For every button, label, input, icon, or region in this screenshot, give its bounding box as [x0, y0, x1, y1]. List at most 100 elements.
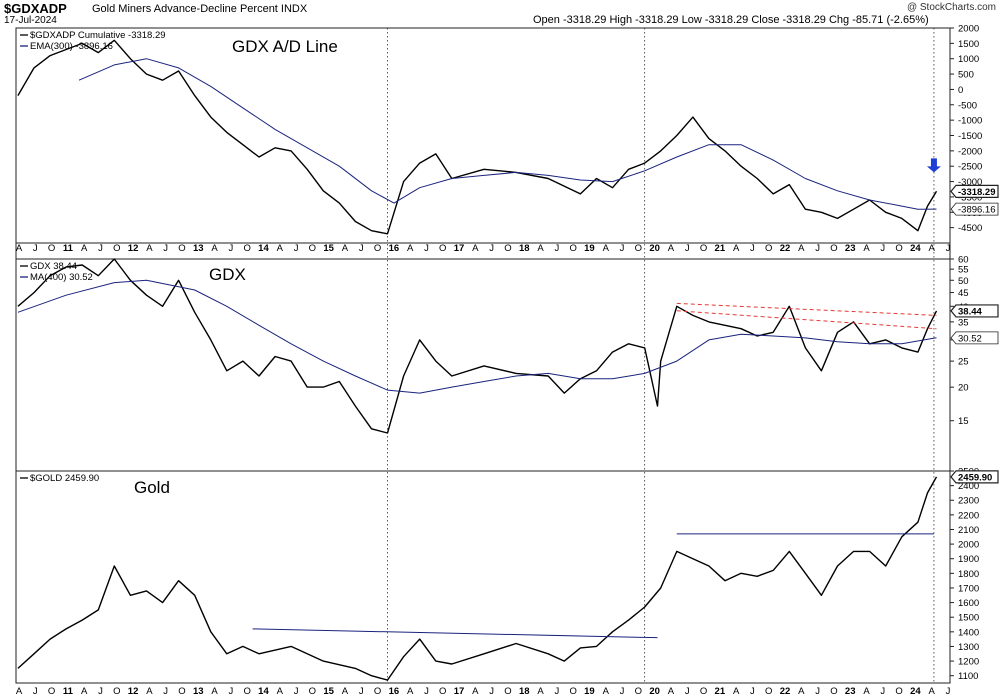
x-tick-label: 12	[128, 243, 139, 254]
x-tick-label: A	[472, 686, 479, 697]
x-tick-label: O	[700, 686, 707, 697]
x-tick-label: J	[489, 243, 494, 254]
x-tick-label: J	[98, 686, 103, 697]
y-tick-label: 1500	[958, 613, 979, 624]
x-tick-label: A	[407, 243, 414, 254]
y-tick-label: -3000	[958, 177, 982, 188]
x-tick-label: O	[374, 686, 381, 697]
chart-symbol: $GDXADP	[4, 1, 67, 16]
y-tick-label: 1500	[958, 39, 979, 50]
x-tick-label: J	[685, 686, 690, 697]
y-tick-label: -2500	[958, 162, 982, 173]
x-tick-label: O	[830, 243, 837, 254]
x-tick-label: J	[620, 243, 625, 254]
x-tick-label: O	[504, 243, 511, 254]
x-tick-label: A	[537, 686, 544, 697]
x-tick-label: 12	[128, 686, 139, 697]
x-tick-label: J	[229, 243, 234, 254]
x-tick-label: 20	[649, 243, 660, 254]
y-tick-label: 1000	[958, 54, 979, 65]
x-tick-label: 16	[389, 243, 400, 254]
x-tick-label: J	[33, 243, 38, 254]
last-price-tag: 38.44	[950, 304, 999, 318]
x-tick-label: J	[946, 686, 951, 697]
x-tick-label: J	[98, 243, 103, 254]
x-tick-label: 20	[649, 686, 660, 697]
y-tick-label: 50	[958, 276, 969, 287]
x-tick-label: 13	[193, 243, 204, 254]
x-tick-label: O	[504, 686, 511, 697]
x-tick-label: A	[16, 243, 23, 254]
x-tick-label: 17	[454, 686, 465, 697]
tag-box	[950, 470, 999, 484]
price-line	[17, 258, 938, 434]
x-tick-label: O	[765, 686, 772, 697]
x-tick-label: J	[163, 243, 168, 254]
y-tick-label: 1400	[958, 627, 979, 638]
legend-entry: $GDXADP Cumulative -3318.29	[30, 30, 166, 41]
x-tick-label: 11	[63, 243, 74, 254]
x-tick-label: 21	[715, 243, 726, 254]
x-tick-label: J	[163, 686, 168, 697]
y-tick-label: 20	[958, 383, 969, 394]
x-tick-label: O	[700, 243, 707, 254]
x-tick-label: J	[424, 686, 429, 697]
x-tick-label: J	[229, 686, 234, 697]
y-tick-label: 1900	[958, 554, 979, 565]
x-tick-label: A	[603, 243, 610, 254]
x-tick-label: O	[439, 243, 446, 254]
y-tick-label: -500	[958, 100, 977, 111]
y-tick-label: -2000	[958, 146, 982, 157]
x-tick-label: O	[635, 243, 642, 254]
x-tick-label: O	[178, 686, 185, 697]
y-tick-label: -1000	[958, 116, 982, 127]
support-trendline	[252, 628, 658, 639]
legend-entry: $GOLD 2459.90	[30, 473, 99, 484]
x-tick-label: 11	[63, 686, 74, 697]
last-average-tag: -3896.16	[950, 202, 999, 216]
legend-entry: GDX 38.44	[30, 261, 77, 272]
x-tick-label: A	[603, 686, 610, 697]
x-tick-label: A	[863, 686, 870, 697]
x-tick-label: A	[472, 243, 479, 254]
y-tick-label: 2000	[958, 540, 979, 551]
x-tick-label: J	[815, 243, 820, 254]
x-tick-label: J	[750, 686, 755, 697]
last-average-tag: 30.52	[950, 331, 999, 344]
x-tick-label: O	[374, 243, 381, 254]
x-tick-label: A	[407, 686, 414, 697]
tag-box	[950, 202, 999, 216]
x-tick-label: A	[733, 686, 740, 697]
x-tick-label: J	[685, 243, 690, 254]
x-tick-label: O	[765, 243, 772, 254]
y-tick-label: 1700	[958, 583, 979, 594]
tag-text: 2459.90	[958, 472, 992, 483]
x-tick-label: 22	[780, 686, 791, 697]
x-tick-label: 17	[454, 243, 465, 254]
price-line	[17, 39, 938, 235]
average-line	[17, 279, 937, 394]
legend-entry: MA(400) 30.52	[30, 272, 93, 283]
x-tick-label: 18	[519, 243, 530, 254]
x-tick-label: A	[81, 243, 88, 254]
x-tick-label: J	[880, 686, 885, 697]
x-tick-label: O	[178, 243, 185, 254]
x-tick-label: J	[294, 686, 299, 697]
x-tick-label: 23	[845, 686, 856, 697]
x-tick-label: A	[342, 686, 349, 697]
x-tick-label: J	[33, 686, 38, 697]
y-tick-label: 60	[958, 255, 969, 266]
x-tick-label: A	[146, 686, 153, 697]
y-tick-label: 25	[958, 357, 969, 368]
x-tick-label: 15	[323, 243, 334, 254]
x-tick-label: O	[635, 686, 642, 697]
y-tick-label: 15	[958, 416, 969, 427]
x-tick-label: O	[895, 686, 902, 697]
x-tick-label: O	[569, 686, 576, 697]
x-tick-label: 21	[715, 686, 726, 697]
x-tick-label: A	[798, 243, 805, 254]
x-tick-label: 24	[910, 686, 921, 697]
y-tick-label: 1300	[958, 642, 979, 653]
x-tick-label: A	[342, 243, 349, 254]
